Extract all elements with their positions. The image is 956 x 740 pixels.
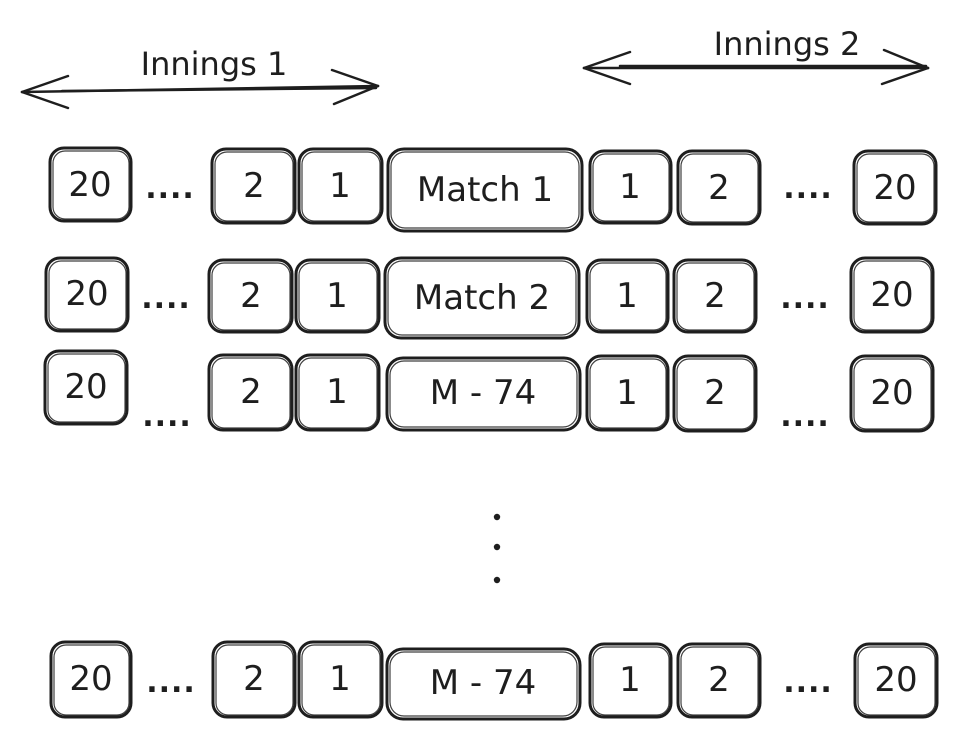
ball-number: 20: [870, 373, 913, 413]
match-label: M - 74: [430, 663, 536, 703]
ball-box-2-left: 2: [207, 353, 294, 432]
ball-box-20-left: 20: [44, 256, 130, 333]
ball-number: 20: [68, 165, 111, 205]
innings-1-arrow: [20, 68, 380, 110]
ball-box-2-left: 2: [207, 258, 294, 334]
ball-box-20-left: 20: [48, 146, 133, 223]
ball-number: 20: [874, 660, 917, 700]
ball-box-1-right: 1: [588, 642, 673, 719]
ball-number: 1: [326, 372, 348, 412]
vertical-ellipsis-dot: [493, 576, 501, 584]
ball-number: 2: [240, 276, 262, 316]
ball-box-2-left: 2: [210, 147, 297, 225]
ball-number: 1: [619, 660, 641, 700]
ball-number: 20: [65, 274, 108, 314]
ball-number: 2: [704, 276, 726, 316]
ball-box-20-right: 20: [852, 149, 938, 226]
match-row: 20 .... 2 1 Match 1 1 2 .... 20: [48, 146, 938, 233]
ellipsis: ....: [142, 399, 192, 434]
ball-number: 20: [870, 275, 913, 315]
ball-box-20-left: 20: [43, 349, 129, 426]
ellipsis: ....: [783, 665, 833, 700]
innings-2-label: Innings 2: [714, 25, 861, 63]
ball-box-1-right: 1: [585, 354, 670, 432]
ellipsis: ....: [783, 171, 833, 206]
match-row: 20 .... 2 1 Match 2 1 2 .... 20: [44, 256, 935, 340]
ball-box-1-right: 1: [588, 149, 673, 225]
ball-number: 2: [240, 372, 262, 412]
ball-box-20-right: 20: [853, 642, 939, 719]
ball-number: 1: [616, 276, 638, 316]
ball-number: 1: [329, 659, 351, 699]
ball-box-20-right: 20: [849, 354, 935, 433]
match-label: M - 74: [430, 373, 536, 413]
ball-number: 2: [243, 166, 265, 206]
ball-box-1-left: 1: [297, 147, 384, 225]
vertical-ellipsis-dot: [493, 543, 501, 551]
ball-box-20-left: 20: [49, 640, 133, 719]
match-row: 20 .... 2 1 M - 74 1 2 .... 20: [43, 349, 935, 434]
match-label: Match 1: [417, 170, 553, 210]
ellipsis: ....: [780, 399, 830, 434]
ball-number: 20: [64, 367, 107, 407]
ball-box-2-right: 2: [672, 354, 758, 433]
ball-box-1-right: 1: [585, 258, 670, 334]
ball-number: 2: [708, 168, 730, 208]
match-box: M - 74: [385, 356, 582, 432]
ball-number: 20: [873, 168, 916, 208]
match-box: Match 2: [383, 256, 581, 340]
match-box: M - 74: [385, 647, 582, 721]
ball-number: 2: [243, 659, 265, 699]
ball-box-1-left: 1: [297, 640, 384, 719]
match-label: Match 2: [414, 278, 550, 318]
ball-box-2-right: 2: [672, 258, 758, 334]
innings-2-arrow: [582, 48, 930, 86]
ball-number: 1: [326, 276, 348, 316]
ball-number: 20: [69, 659, 112, 699]
ball-box-2-right: 2: [676, 149, 762, 226]
innings-1-label: Innings 1: [141, 45, 288, 83]
ball-number: 2: [708, 660, 730, 700]
ball-number: 1: [616, 373, 638, 413]
ball-box-2-left: 2: [211, 640, 297, 719]
vertical-ellipsis-dot: [493, 513, 501, 521]
ball-number: 1: [619, 167, 641, 207]
ball-box-1-left: 1: [294, 353, 381, 432]
match-row: 20 .... 2 1 M - 74 1 2 .... 20: [49, 640, 939, 721]
ellipsis: ....: [146, 665, 196, 700]
ball-box-1-left: 1: [294, 258, 381, 334]
ball-number: 1: [329, 166, 351, 206]
ellipsis: ....: [141, 281, 191, 316]
ball-number: 2: [704, 373, 726, 413]
ellipsis: ....: [145, 171, 195, 206]
ball-box-20-right: 20: [849, 256, 935, 334]
ellipsis: ....: [780, 281, 830, 316]
ball-box-2-right: 2: [676, 642, 762, 719]
match-box: Match 1: [386, 147, 584, 233]
